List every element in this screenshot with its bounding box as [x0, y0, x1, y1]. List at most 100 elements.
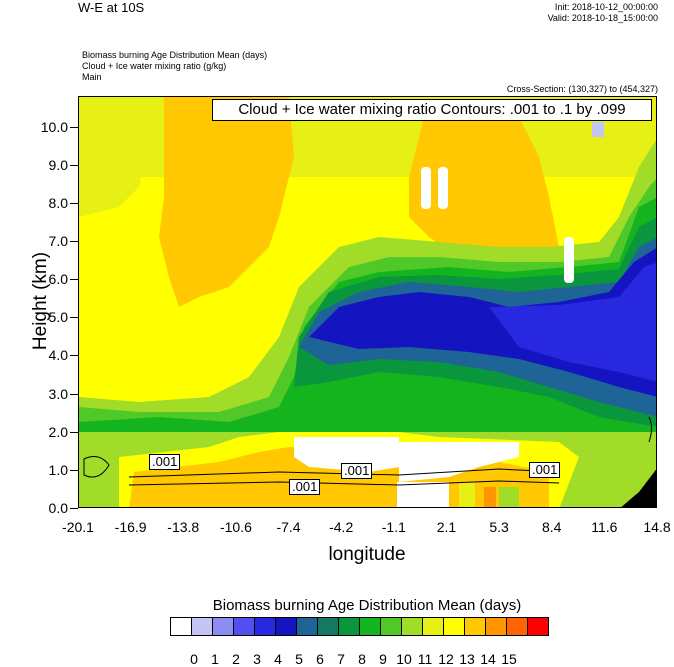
- colorbar-label: 0: [190, 651, 198, 667]
- valid-time: Valid: 2018-10-18_15:00:00: [547, 13, 658, 23]
- y-tick-mark: [70, 355, 78, 357]
- x-tick-label: -7.4: [276, 519, 301, 535]
- y-tick-label: 6.0: [48, 271, 68, 288]
- colorbar-swatch: [254, 617, 276, 636]
- x-axis-label: longitude: [328, 544, 406, 565]
- x-tick-label: -10.6: [219, 519, 252, 535]
- contour-title: Cloud + Ice water mixing ratio Contours:…: [212, 99, 652, 121]
- y-tick-label: 2.0: [48, 423, 68, 440]
- y-tick-mark: [70, 126, 78, 128]
- field-label-2: Cloud + Ice water mixing ratio (g/kg): [82, 61, 227, 71]
- colorbar: [170, 617, 549, 638]
- colorbar-swatch: [401, 617, 423, 636]
- colorbar-swatch: [212, 617, 234, 636]
- contour-label: .001: [289, 479, 321, 495]
- y-tick-label: 8.0: [48, 194, 68, 211]
- field-green-strip: [499, 487, 519, 507]
- colorbar-swatch: [422, 617, 444, 636]
- colorbar-swatch: [296, 617, 318, 636]
- colorbar-label: 10: [396, 651, 412, 667]
- y-axis-tickmarks: [70, 96, 78, 509]
- cross-section-label: Cross-Section: (130,327) to (454,327): [506, 84, 658, 94]
- y-tick-label: 3.0: [48, 385, 68, 402]
- colorbar-label: 9: [379, 651, 387, 667]
- colorbar-swatch: [338, 617, 360, 636]
- field-orange-patch-right: [409, 117, 559, 272]
- colorbar-label: 7: [337, 651, 345, 667]
- x-tick-label: -20.1: [62, 519, 94, 535]
- contour-loop-west: [83, 456, 110, 478]
- colorbar-title: Biomass burning Age Distribution Mean (d…: [212, 597, 522, 614]
- init-time: Init: 2018-10-12_00:00:00: [554, 2, 658, 12]
- y-tick-label: 7.0: [48, 232, 68, 249]
- colorbar-swatch: [233, 617, 255, 636]
- plot-main-title: W-E at 10S: [78, 0, 145, 15]
- colorbar-swatch: [464, 617, 486, 636]
- colorbar-label: 8: [358, 651, 366, 667]
- field-orange-patch-left: [159, 97, 294, 307]
- colorbar-label: 13: [459, 651, 475, 667]
- colorbar-swatch: [359, 617, 381, 636]
- field-white-bottom: [397, 482, 449, 507]
- y-tick-mark: [70, 279, 78, 281]
- y-axis-label: Height (km): [30, 251, 51, 351]
- colorbar-swatch: [527, 617, 549, 636]
- x-tick-label: -1.1: [381, 519, 406, 535]
- y-axis-ticks: 0.0 1.0 2.0 3.0 4.0 5.0 6.0 7.0 8.0 9.0 10.0: [0, 96, 68, 516]
- y-tick-label: 0.0: [48, 500, 68, 516]
- field-white-gap-3: [564, 237, 574, 283]
- y-tick-mark: [70, 469, 78, 471]
- colorbar-swatch: [506, 617, 528, 636]
- colorbar-label: 14: [480, 651, 496, 667]
- terrain-corner: [621, 469, 656, 507]
- x-tick-label: -16.9: [114, 519, 147, 535]
- colorbar-swatch: [275, 617, 297, 636]
- y-tick-label: 1.0: [48, 461, 68, 478]
- y-tick-label: 4.0: [48, 347, 68, 364]
- field-yellow-strip: [459, 482, 475, 507]
- colorbar-label: 4: [274, 651, 282, 667]
- colorbar-label: 2: [232, 651, 240, 667]
- y-tick-mark: [70, 164, 78, 166]
- field-white-left: [294, 437, 399, 472]
- field-label-1: Biomass burning Age Distribution Mean (d…: [82, 50, 268, 60]
- colorbar-swatch: [317, 617, 339, 636]
- colorbar-swatch: [485, 617, 507, 636]
- y-tick-mark: [70, 202, 78, 204]
- contour-label: .001: [341, 463, 373, 479]
- x-tick-label: 8.4: [541, 519, 562, 535]
- field-left-upper: [79, 97, 149, 217]
- y-tick-mark: [70, 393, 78, 395]
- field-blue-east: [489, 262, 656, 382]
- colorbar-label: 11: [417, 651, 433, 667]
- y-tick-mark: [70, 431, 78, 433]
- contour-label: .001: [149, 454, 181, 470]
- contour-line-main-2: [128, 480, 560, 486]
- field-white-gap-1: [421, 167, 431, 209]
- field-orange-strip: [484, 487, 496, 507]
- field-lavender-patch: [592, 122, 604, 137]
- x-tick-label: -13.8: [167, 519, 200, 535]
- x-tick-label: 11.6: [591, 519, 618, 535]
- field-white-mid: [399, 442, 519, 482]
- colorbar-label: 3: [253, 651, 261, 667]
- field-white-gap-2: [438, 167, 448, 209]
- y-tick-mark: [70, 317, 78, 319]
- colorbar-label: 6: [316, 651, 324, 667]
- colorbar-swatch: [170, 617, 192, 636]
- colorbar-swatch: [191, 617, 213, 636]
- colorbar-swatch: [443, 617, 465, 636]
- contour-label: .001: [529, 462, 561, 478]
- y-tick-mark: [70, 508, 78, 509]
- y-tick-mark: [70, 240, 78, 242]
- x-tick-label: 5.3: [489, 519, 509, 535]
- y-tick-label: 9.0: [48, 156, 68, 173]
- cross-section-plot: Cloud + Ice water mixing ratio Contours:…: [78, 96, 657, 508]
- colorbar-label: 5: [295, 651, 303, 667]
- colorbar-swatch: [380, 617, 402, 636]
- colorbar-label: 12: [438, 651, 454, 667]
- x-tick-label: -4.2: [329, 519, 354, 535]
- y-tick-label: 10.0: [40, 118, 68, 135]
- x-tick-label: 14.8: [643, 519, 671, 535]
- x-tick-label: 2.1: [436, 519, 457, 535]
